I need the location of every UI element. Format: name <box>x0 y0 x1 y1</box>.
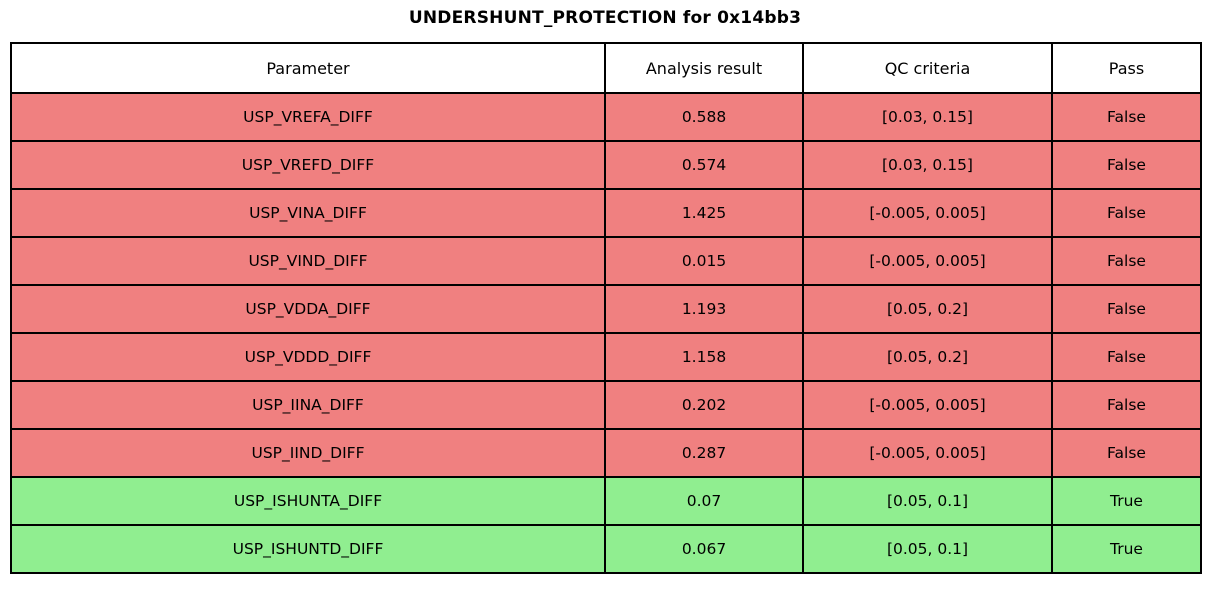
criteria-cell: [-0.005, 0.005] <box>802 188 1053 238</box>
parameter-cell: USP_VREFD_DIFF <box>10 140 606 190</box>
parameter-cell: USP_VIND_DIFF <box>10 236 606 286</box>
result-cell: 0.574 <box>604 140 804 190</box>
table-header-row: Parameter Analysis result QC criteria Pa… <box>10 42 1202 94</box>
column-header-analysis-result: Analysis result <box>604 42 804 94</box>
table-row: USP_VIND_DIFF 0.015 [-0.005, 0.005] Fals… <box>10 236 1202 286</box>
table-row: USP_IIND_DIFF 0.287 [-0.005, 0.005] Fals… <box>10 428 1202 478</box>
column-header-qc-criteria: QC criteria <box>802 42 1053 94</box>
pass-cell: False <box>1051 92 1202 142</box>
result-cell: 0.07 <box>604 476 804 526</box>
pass-cell: False <box>1051 380 1202 430</box>
criteria-cell: [0.05, 0.2] <box>802 284 1053 334</box>
result-cell: 0.588 <box>604 92 804 142</box>
result-cell: 1.193 <box>604 284 804 334</box>
parameter-cell: USP_VREFA_DIFF <box>10 92 606 142</box>
table-row: USP_VINA_DIFF 1.425 [-0.005, 0.005] Fals… <box>10 188 1202 238</box>
criteria-cell: [0.05, 0.1] <box>802 524 1053 574</box>
parameter-cell: USP_IIND_DIFF <box>10 428 606 478</box>
qc-results-table: Parameter Analysis result QC criteria Pa… <box>10 42 1202 574</box>
result-cell: 1.425 <box>604 188 804 238</box>
result-cell: 0.067 <box>604 524 804 574</box>
criteria-cell: [-0.005, 0.005] <box>802 236 1053 286</box>
criteria-cell: [0.03, 0.15] <box>802 92 1053 142</box>
result-cell: 0.202 <box>604 380 804 430</box>
table-row: USP_IINA_DIFF 0.202 [-0.005, 0.005] Fals… <box>10 380 1202 430</box>
table-row: USP_ISHUNTA_DIFF 0.07 [0.05, 0.1] True <box>10 476 1202 526</box>
pass-cell: False <box>1051 236 1202 286</box>
pass-cell: False <box>1051 332 1202 382</box>
criteria-cell: [0.05, 0.2] <box>802 332 1053 382</box>
pass-cell: False <box>1051 188 1202 238</box>
table-row: USP_VDDD_DIFF 1.158 [0.05, 0.2] False <box>10 332 1202 382</box>
parameter-cell: USP_ISHUNTD_DIFF <box>10 524 606 574</box>
table-row: USP_VREFD_DIFF 0.574 [0.03, 0.15] False <box>10 140 1202 190</box>
column-header-pass: Pass <box>1051 42 1202 94</box>
criteria-cell: [0.03, 0.15] <box>802 140 1053 190</box>
result-cell: 0.287 <box>604 428 804 478</box>
parameter-cell: USP_VDDA_DIFF <box>10 284 606 334</box>
parameter-cell: USP_VINA_DIFF <box>10 188 606 238</box>
parameter-cell: USP_ISHUNTA_DIFF <box>10 476 606 526</box>
parameter-cell: USP_VDDD_DIFF <box>10 332 606 382</box>
page-title: UNDERSHUNT_PROTECTION for 0x14bb3 <box>408 8 802 28</box>
result-cell: 1.158 <box>604 332 804 382</box>
criteria-cell: [0.05, 0.1] <box>802 476 1053 526</box>
criteria-cell: [-0.005, 0.005] <box>802 428 1053 478</box>
pass-cell: True <box>1051 524 1202 574</box>
table-row: USP_ISHUNTD_DIFF 0.067 [0.05, 0.1] True <box>10 524 1202 574</box>
result-cell: 0.015 <box>604 236 804 286</box>
pass-cell: False <box>1051 428 1202 478</box>
column-header-parameter: Parameter <box>10 42 606 94</box>
pass-cell: False <box>1051 284 1202 334</box>
table-row: USP_VREFA_DIFF 0.588 [0.03, 0.15] False <box>10 92 1202 142</box>
pass-cell: False <box>1051 140 1202 190</box>
parameter-cell: USP_IINA_DIFF <box>10 380 606 430</box>
criteria-cell: [-0.005, 0.005] <box>802 380 1053 430</box>
pass-cell: True <box>1051 476 1202 526</box>
table-row: USP_VDDA_DIFF 1.193 [0.05, 0.2] False <box>10 284 1202 334</box>
